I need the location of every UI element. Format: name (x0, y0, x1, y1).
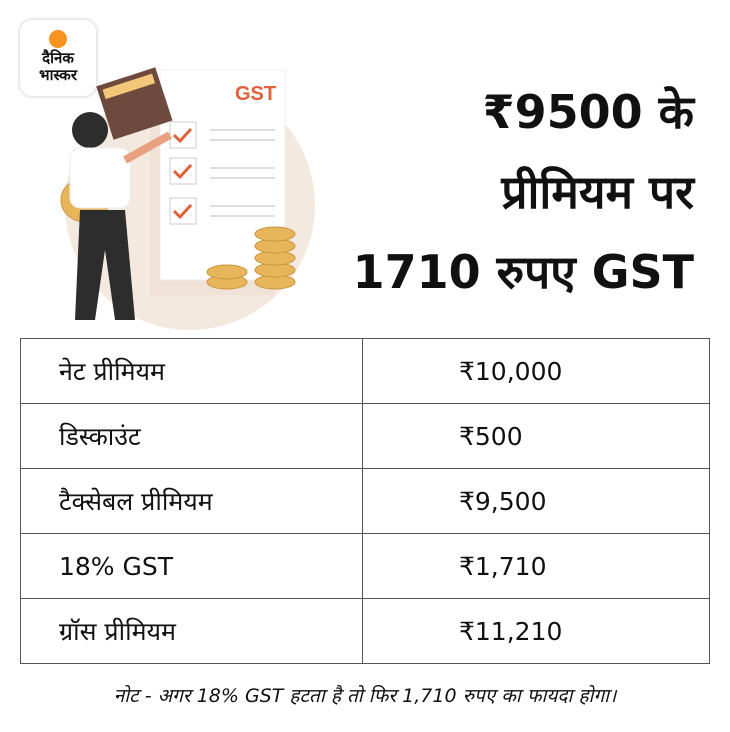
table-row: ग्रॉस प्रीमियम ₹11,210 (20, 598, 710, 664)
row-label: टैक्सेबल प्रीमियम (20, 468, 363, 534)
doc-gst-label: GST (235, 83, 276, 105)
row-value: ₹500 (362, 403, 710, 469)
row-value: ₹9,500 (362, 468, 710, 534)
headline: ₹9500 के प्रीमियम पर 1710 रुपए GST (353, 72, 694, 312)
row-label: ग्रॉस प्रीमियम (20, 598, 363, 664)
headline-line: 1710 रुपए GST (352, 245, 694, 299)
row-value: ₹10,000 (362, 338, 710, 404)
row-label: डिस्काउंट (20, 403, 363, 469)
row-label: 18% GST (20, 533, 363, 599)
row-value: ₹1,710 (362, 533, 710, 599)
logo-dot-icon (49, 30, 67, 48)
row-label: नेट प्रीमियम (20, 338, 363, 404)
table-row: टैक्सेबल प्रीमियम ₹9,500 (20, 468, 710, 534)
logo-line1: दैनिक (42, 49, 74, 67)
headline-line: प्रीमियम पर (501, 165, 694, 219)
footnote: नोट - अगर 18% GST हटता है तो फिर 1,710 र… (113, 685, 617, 707)
table-row: 18% GST ₹1,710 (20, 533, 710, 599)
table-row: डिस्काउंट ₹500 (20, 403, 710, 469)
headline-line: ₹9500 के (482, 85, 694, 139)
calculator-icon (96, 67, 173, 140)
logo-line2: भास्कर (39, 66, 77, 84)
row-value: ₹11,210 (362, 598, 710, 664)
gst-illustration: GST (60, 67, 315, 330)
premium-table: नेट प्रीमियम ₹10,000 डिस्काउंट ₹500 टैक्से… (20, 338, 710, 664)
dainik-bhaskar-logo: दैनिक भास्कर (20, 20, 96, 96)
table-row: नेट प्रीमियम ₹10,000 (20, 338, 710, 404)
